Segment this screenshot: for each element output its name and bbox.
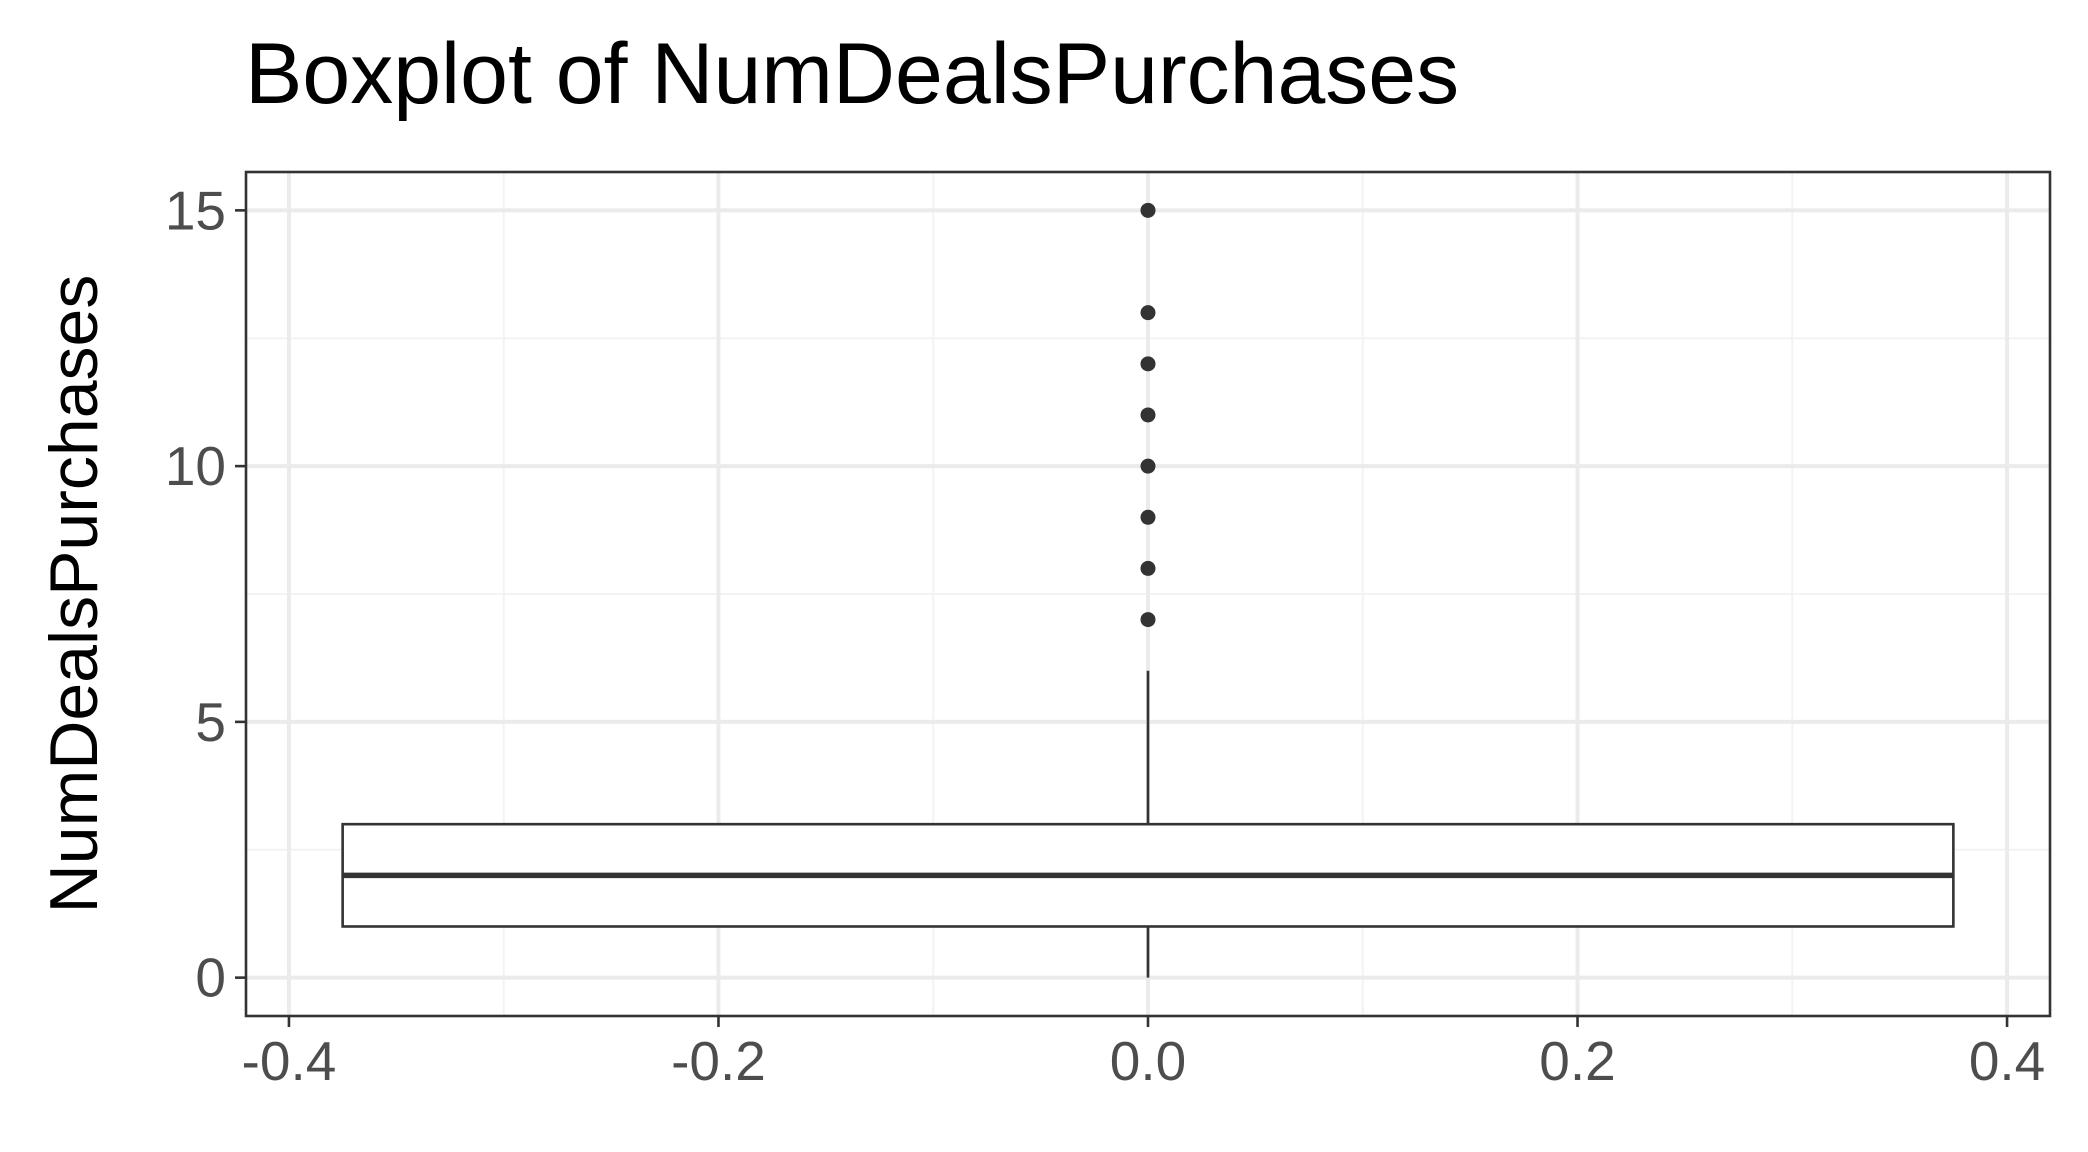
y-tick-label: 10	[165, 435, 226, 497]
y-tick-label: 0	[195, 947, 226, 1009]
axes: -0.4 -0.2 0.0 0.2 0.4 0 5 10 15	[165, 179, 2045, 1092]
x-tick-label: -0.2	[671, 1030, 766, 1092]
y-axis-label: NumDealsPurchases	[36, 275, 112, 914]
outlier-point	[1140, 458, 1156, 474]
outlier-point	[1140, 612, 1156, 628]
outlier-point	[1140, 509, 1156, 525]
outlier-points	[1140, 202, 1156, 628]
box-group	[341, 670, 1955, 978]
x-tick-label: 0.2	[1539, 1030, 1615, 1092]
x-tick-label: 0.4	[1969, 1030, 2045, 1092]
y-tick-label: 15	[165, 179, 226, 241]
chart-title: Boxplot of NumDealsPurchases	[245, 26, 1459, 122]
outlier-point	[1140, 356, 1156, 372]
y-tick-label: 5	[195, 691, 226, 753]
outlier-point	[1140, 202, 1156, 218]
outlier-point	[1140, 407, 1156, 423]
outlier-point	[1140, 560, 1156, 576]
x-tick-label: -0.4	[242, 1030, 337, 1092]
x-tick-label: 0.0	[1110, 1030, 1186, 1092]
outlier-point	[1140, 305, 1156, 321]
